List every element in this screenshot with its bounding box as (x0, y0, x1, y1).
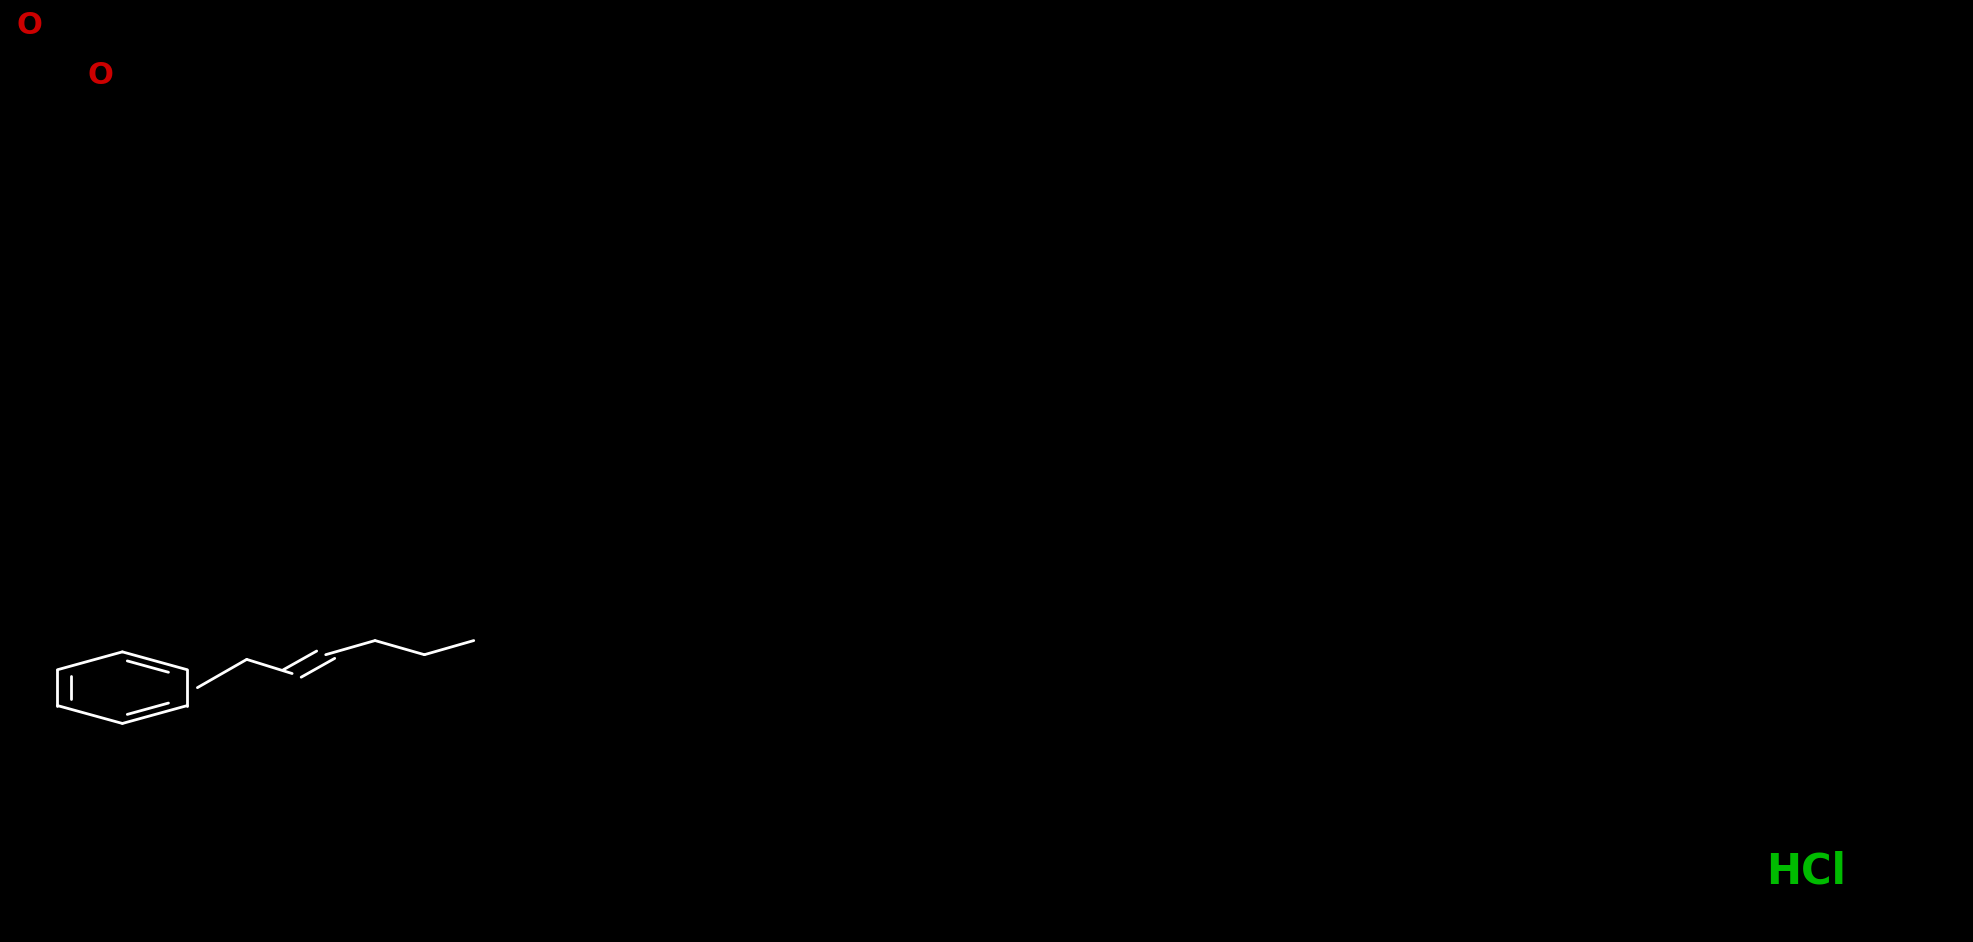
Text: HCl: HCl (1766, 851, 1845, 892)
Text: O: O (16, 11, 43, 40)
Text: O: O (87, 61, 114, 89)
